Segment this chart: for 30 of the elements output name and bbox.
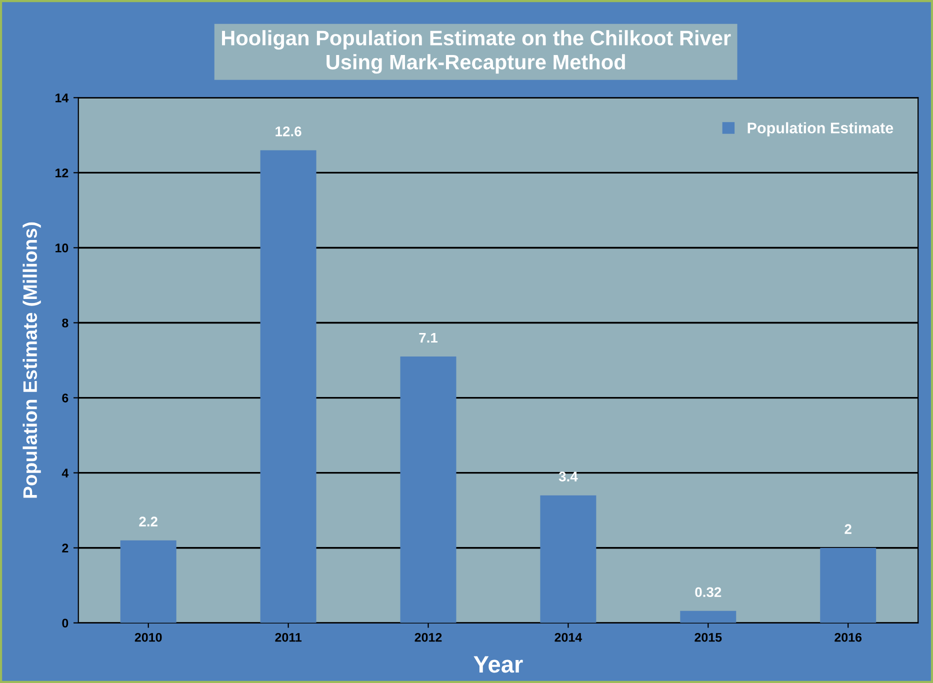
y-tick-label: 10 [56, 244, 68, 252]
bar [120, 540, 176, 623]
y-tick-label: 2 [62, 544, 68, 552]
y-tick-label: 8 [62, 318, 68, 328]
x-tick-label: 2012 [414, 632, 442, 642]
x-tick-label: 2011 [275, 632, 302, 642]
data-label: 0.32 [695, 587, 722, 598]
y-tick-label: 0 [62, 618, 68, 628]
y-axis-title: Population Estimate (Millions) [22, 222, 41, 498]
x-tick-label: 2010 [134, 632, 162, 642]
y-tick-label: 6 [62, 394, 68, 402]
x-axis-title: Year [474, 656, 523, 673]
legend-label: Population Estimate [748, 122, 894, 136]
data-label: 12.6 [276, 126, 302, 136]
x-tick-label: 2015 [694, 632, 722, 642]
data-label: 3.4 [558, 472, 578, 482]
bar [820, 548, 876, 623]
chart-title: Hooligan Population Estimate on the Chilkoot River Using Mark-Recapture Method [222, 30, 731, 74]
bar [400, 356, 456, 623]
y-tick-label: 4 [62, 468, 69, 478]
data-label: 2.2 [139, 516, 158, 526]
bar [540, 495, 596, 623]
y-tick-label: 12 [56, 168, 68, 178]
x-tick-label: 2016 [834, 632, 862, 642]
y-tick-label: 14 [56, 94, 69, 102]
bar [680, 610, 736, 623]
data-label: 2 [844, 524, 852, 534]
x-tick-label: 2014 [554, 632, 582, 642]
data-label: 7.1 [419, 332, 438, 343]
bar [260, 150, 316, 623]
